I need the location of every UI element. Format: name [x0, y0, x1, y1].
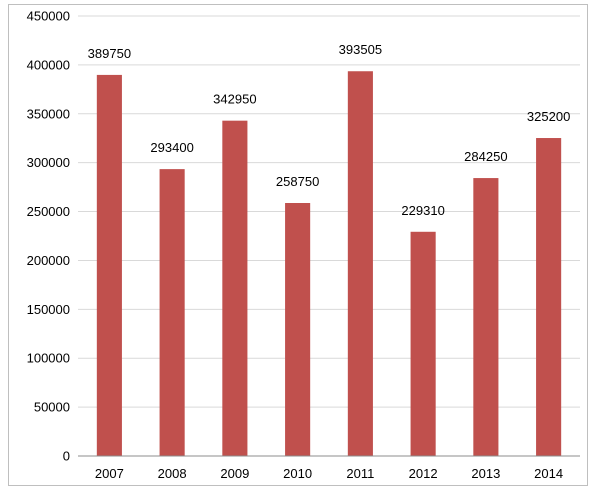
- bars: [96, 71, 562, 457]
- data-labels: 389750 293400 342950 258750 393505 229310 2842…: [88, 42, 571, 218]
- x-tick-label-2009: 2009: [220, 466, 249, 481]
- data-label-2009: 342950: [213, 92, 256, 107]
- bar-2009: [222, 120, 248, 456]
- bar-2008: [159, 169, 185, 456]
- y-tick-label: 0: [63, 449, 70, 464]
- y-tick-label: 150000: [27, 302, 70, 317]
- bar-2011: [347, 71, 373, 456]
- data-label-2007: 389750: [88, 46, 131, 61]
- y-tick-label: 450000: [27, 9, 70, 24]
- x-tick-label-2011: 2011: [346, 466, 374, 481]
- x-tick-label-2007: 2007: [95, 466, 124, 481]
- y-tick-label: 100000: [27, 351, 70, 366]
- x-tick-label-2013: 2013: [471, 466, 500, 481]
- y-tick-label: 250000: [27, 204, 70, 219]
- bar-2012: [410, 231, 436, 456]
- data-label-2011: 393505: [339, 42, 382, 57]
- y-tick-label: 200000: [27, 253, 70, 268]
- x-tick-label-2012: 2012: [409, 466, 438, 481]
- y-tick-label: 300000: [27, 155, 70, 170]
- data-label-2013: 284250: [464, 149, 507, 164]
- bar-2013: [473, 178, 499, 457]
- x-tick-label-2014: 2014: [534, 466, 563, 481]
- y-tick-label: 350000: [27, 106, 70, 121]
- data-label-2008: 293400: [150, 140, 193, 155]
- x-axis-tick-labels: 2007 2008 2009 2010 2011 2012 2013 2014: [95, 466, 563, 481]
- bar-2010: [285, 203, 311, 456]
- x-tick-label-2008: 2008: [158, 466, 187, 481]
- y-axis-tick-labels: 0 50000 100000 150000 200000 250000 300000 3500…: [27, 9, 70, 464]
- data-label-2012: 229310: [401, 203, 444, 218]
- x-tick-label-2010: 2010: [283, 466, 312, 481]
- data-label-2014: 325200: [527, 109, 570, 124]
- bar-2014: [536, 138, 562, 456]
- gridlines: [78, 15, 580, 408]
- y-tick-label: 50000: [34, 400, 70, 415]
- data-label-2010: 258750: [276, 174, 319, 189]
- y-tick-label: 400000: [27, 57, 70, 72]
- bar-2007: [96, 74, 122, 457]
